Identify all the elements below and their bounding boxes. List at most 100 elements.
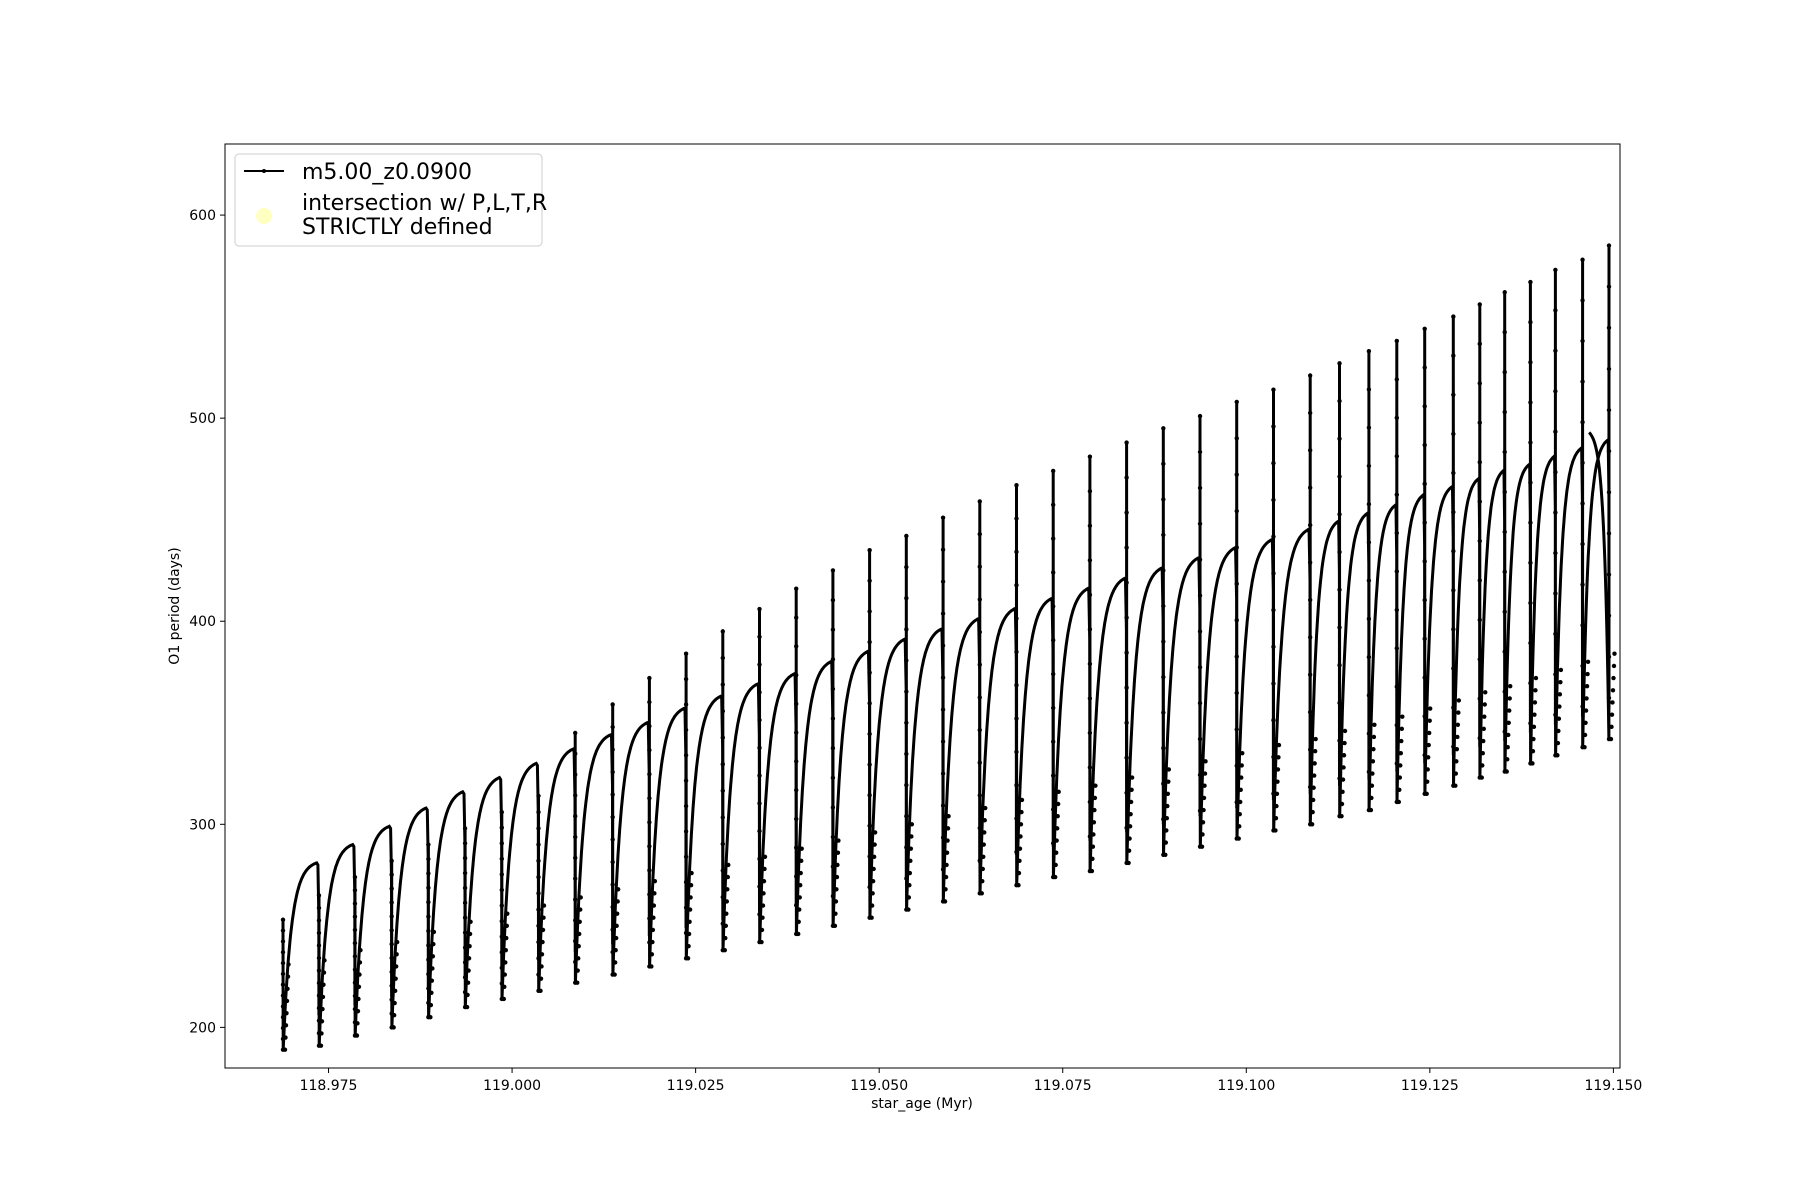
series-point bbox=[1422, 520, 1427, 525]
series-point bbox=[904, 689, 909, 694]
x-tick-label: 118.975 bbox=[300, 1078, 358, 1094]
legend-label-series: m5.00_z0.0900 bbox=[302, 160, 472, 185]
series-point bbox=[1161, 497, 1166, 502]
series-point bbox=[389, 872, 394, 877]
series-point bbox=[352, 874, 358, 880]
series-point bbox=[683, 727, 689, 733]
plot-area bbox=[280, 243, 1617, 1052]
series-point bbox=[1234, 618, 1239, 623]
series-point bbox=[1394, 684, 1400, 689]
series-point bbox=[536, 907, 541, 912]
series-point bbox=[1201, 807, 1206, 813]
series-point bbox=[499, 841, 504, 846]
series-point bbox=[1271, 460, 1276, 466]
series-point bbox=[867, 701, 872, 706]
series-point bbox=[1091, 832, 1096, 837]
series-point bbox=[1053, 850, 1059, 855]
series-point bbox=[1054, 838, 1059, 843]
x-tick-label: 119.150 bbox=[1584, 1078, 1642, 1094]
series-point bbox=[1531, 724, 1537, 730]
series-point bbox=[1366, 654, 1372, 660]
series-point bbox=[1479, 775, 1484, 780]
series-point bbox=[1124, 580, 1129, 585]
series-point bbox=[1396, 799, 1402, 805]
series-point bbox=[1128, 799, 1134, 805]
series-point bbox=[1126, 860, 1131, 866]
series-point bbox=[536, 809, 541, 815]
series-point bbox=[1161, 674, 1166, 680]
series-point bbox=[1017, 858, 1022, 864]
y-axis: 200 300 400 500 600 bbox=[189, 208, 225, 1036]
series-point bbox=[1368, 807, 1374, 813]
series-point bbox=[1582, 732, 1588, 738]
series-point bbox=[1163, 852, 1168, 857]
series-point bbox=[977, 825, 982, 831]
series-point bbox=[760, 915, 765, 920]
series-point bbox=[757, 773, 762, 778]
series-point bbox=[1505, 744, 1510, 750]
series-point bbox=[1422, 636, 1427, 642]
series-point bbox=[1502, 409, 1507, 415]
series-point bbox=[834, 887, 839, 892]
series-point bbox=[610, 747, 615, 752]
series-point bbox=[357, 972, 362, 977]
series-point bbox=[906, 907, 911, 912]
series-point bbox=[1482, 702, 1487, 707]
series-point bbox=[1307, 635, 1313, 640]
series-point bbox=[830, 627, 836, 632]
series-point bbox=[830, 894, 836, 899]
series-point bbox=[1394, 454, 1400, 459]
series-point bbox=[1274, 791, 1280, 797]
series-point bbox=[285, 974, 291, 979]
series-point bbox=[393, 976, 398, 981]
series-point bbox=[467, 943, 472, 949]
series-point bbox=[1528, 360, 1533, 365]
series-point bbox=[280, 960, 286, 966]
series-point bbox=[647, 699, 652, 705]
series-point bbox=[1124, 615, 1129, 620]
series-point bbox=[797, 907, 802, 912]
series-point bbox=[904, 813, 909, 819]
series-point bbox=[982, 830, 987, 835]
series-point bbox=[647, 820, 652, 825]
series-point bbox=[280, 982, 286, 987]
series-point bbox=[1531, 736, 1536, 742]
series-point bbox=[1014, 649, 1019, 655]
series-point bbox=[757, 912, 762, 917]
series-point bbox=[429, 990, 434, 996]
series-point bbox=[1050, 739, 1056, 744]
series-point bbox=[1398, 763, 1403, 768]
series-point bbox=[540, 939, 545, 945]
series-point bbox=[538, 988, 543, 994]
series-point bbox=[1014, 582, 1019, 588]
series-point bbox=[1505, 757, 1510, 762]
series-point bbox=[688, 883, 694, 888]
series-point bbox=[610, 769, 615, 775]
series-point bbox=[1606, 531, 1612, 536]
series-point bbox=[1502, 729, 1507, 734]
series-point bbox=[1050, 773, 1056, 778]
series-point bbox=[319, 1031, 324, 1036]
series-point bbox=[1451, 392, 1456, 397]
series-point bbox=[499, 981, 504, 986]
series-point bbox=[1124, 825, 1129, 831]
series-point bbox=[794, 903, 799, 908]
series-point bbox=[1606, 284, 1612, 289]
series-point bbox=[904, 876, 909, 881]
series-point bbox=[904, 627, 909, 632]
series-point bbox=[1200, 820, 1206, 825]
series-point bbox=[573, 772, 578, 777]
series-point bbox=[683, 702, 689, 707]
series-point bbox=[283, 1023, 289, 1028]
series-point bbox=[650, 927, 656, 933]
series-point bbox=[462, 945, 468, 950]
series-point bbox=[1502, 609, 1507, 614]
series-point bbox=[647, 675, 652, 681]
series-point bbox=[426, 971, 431, 977]
series-point bbox=[1087, 558, 1093, 563]
series-point bbox=[830, 716, 836, 721]
series-point bbox=[1366, 731, 1372, 736]
series-point bbox=[797, 895, 802, 900]
series-point bbox=[499, 918, 504, 924]
series-point bbox=[723, 923, 728, 929]
